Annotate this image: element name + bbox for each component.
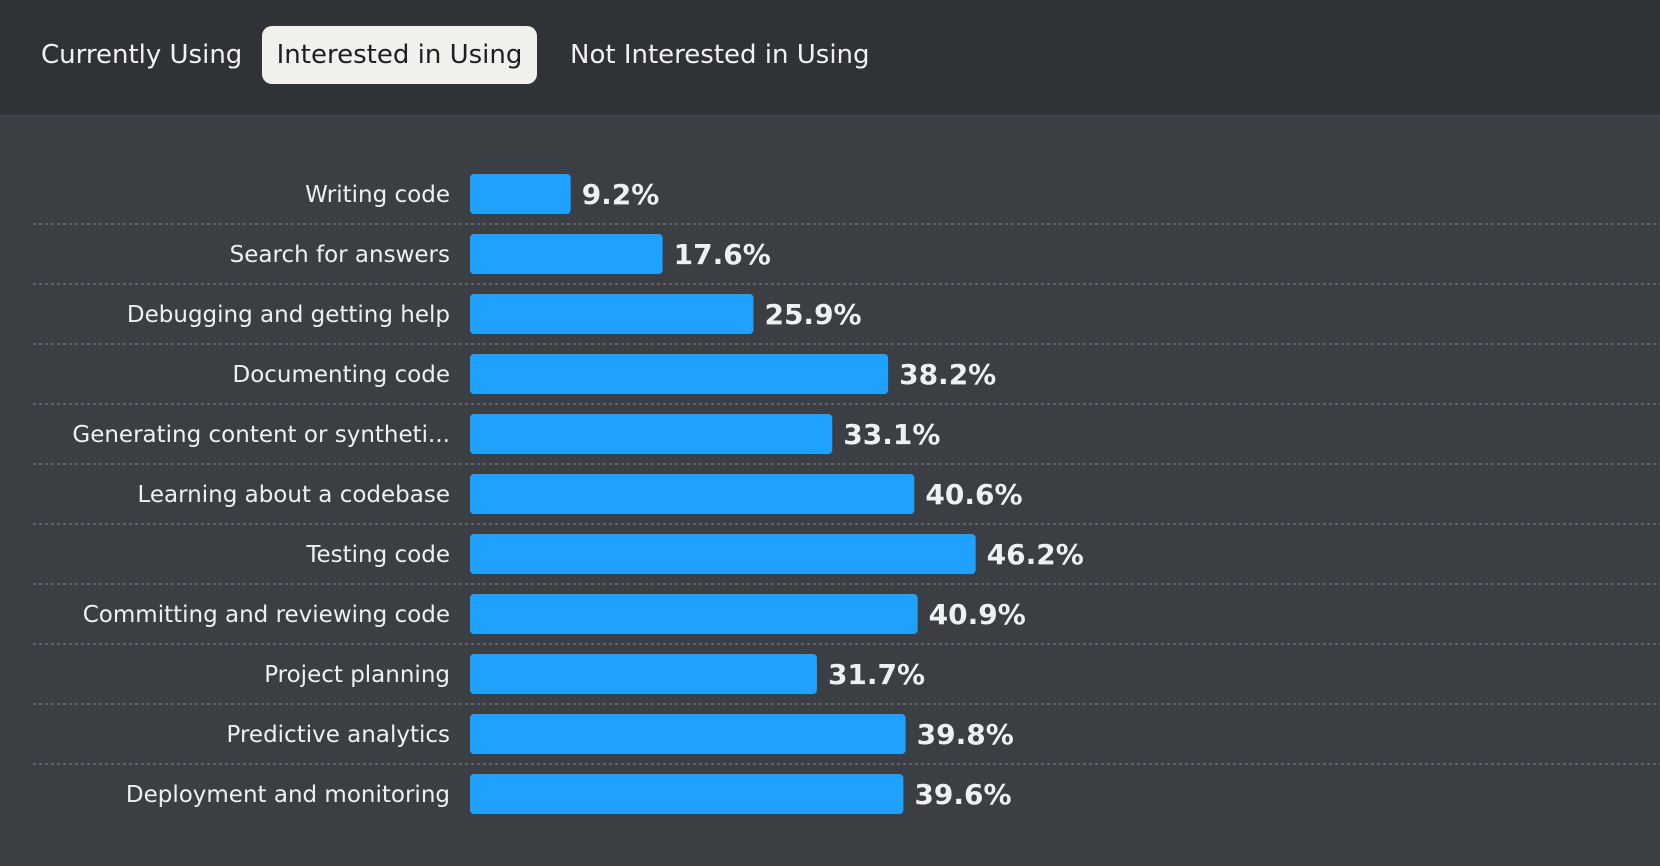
value-label: 40.9% (929, 598, 1026, 631)
category-label: Testing code (305, 542, 450, 568)
bar[interactable] (470, 474, 915, 514)
value-label: 40.6% (925, 478, 1022, 511)
category-label: Learning about a codebase (137, 482, 450, 508)
category-label: Generating content or syntheti... (72, 422, 450, 448)
value-label: 39.6% (914, 778, 1011, 811)
tab-not-interested-in-using[interactable]: Not Interested in Using (570, 40, 870, 70)
value-label: 46.2% (987, 538, 1084, 571)
bar-chart: Writing code 9.2% Search for answers 17.6% D… (33, 174, 1660, 814)
bar[interactable] (470, 174, 571, 214)
value-label: 25.9% (764, 298, 861, 331)
value-label: 38.2% (899, 358, 996, 391)
category-label: Committing and reviewing code (83, 602, 450, 628)
value-label: 31.7% (828, 658, 925, 691)
bar[interactable] (470, 534, 976, 574)
bar[interactable] (470, 234, 663, 274)
value-label: 33.1% (843, 418, 940, 451)
tab-bar: Currently Using Interested in Using Not … (0, 0, 1660, 116)
bar[interactable] (470, 774, 904, 814)
value-label: 17.6% (674, 238, 771, 271)
bar[interactable] (470, 714, 906, 754)
category-label: Search for answers (230, 242, 450, 268)
category-label: Debugging and getting help (127, 302, 450, 328)
bar[interactable] (470, 414, 833, 454)
bar[interactable] (470, 294, 754, 334)
bar[interactable] (470, 654, 817, 694)
tab-currently-using[interactable]: Currently Using (41, 40, 243, 70)
bar[interactable] (470, 594, 918, 634)
category-label: Predictive analytics (227, 722, 451, 748)
category-label: Writing code (305, 182, 450, 208)
category-label: Deployment and monitoring (126, 782, 450, 808)
tab-interested-in-using[interactable]: Interested in Using (262, 26, 537, 84)
value-label: 9.2% (582, 178, 660, 211)
category-label: Project planning (264, 662, 450, 688)
value-label: 39.8% (917, 718, 1014, 751)
category-label: Documenting code (232, 362, 450, 388)
bar[interactable] (470, 354, 889, 394)
